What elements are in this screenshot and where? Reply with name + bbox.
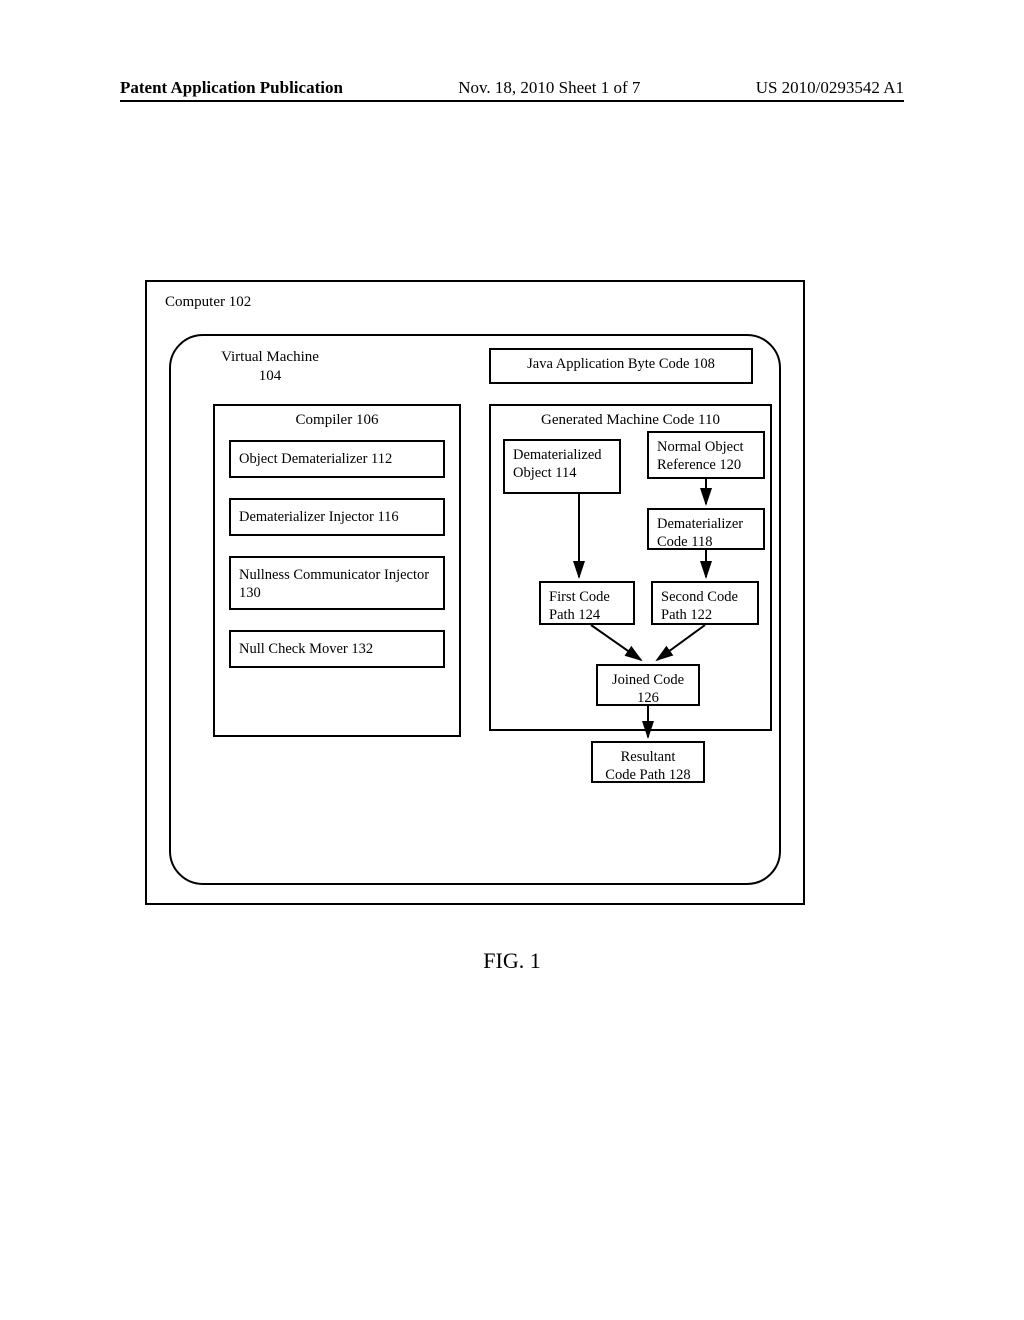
demat-code-l2: Code 118 [657, 534, 712, 550]
second-code-path-box: Second Code Path 122 [651, 581, 759, 625]
figure-label: FIG. 1 [0, 948, 1024, 974]
header-left: Patent Application Publication [120, 78, 343, 98]
second-path-l1: Second Code [661, 589, 738, 605]
demat-code-l1: Dematerializer [657, 516, 743, 532]
page: Patent Application Publication Nov. 18, … [0, 0, 1024, 1320]
norm-ref-l1: Normal Object [657, 439, 744, 455]
demat-obj-l1: Dematerialized [513, 447, 602, 463]
computer-box: Computer 102 Virtual Machine 104 Compile… [145, 280, 805, 905]
vm-label-line1: Virtual Machine [221, 349, 319, 365]
demat-obj-l2: Object 114 [513, 465, 577, 481]
resultant-l1: Resultant [621, 749, 676, 765]
compiler-item-1: Dematerializer Injector 116 [229, 498, 445, 536]
header-right: US 2010/0293542 A1 [756, 78, 904, 98]
dematerializer-code-box: Dematerializer Code 118 [647, 508, 765, 550]
gen-title: Generated Machine Code 110 [491, 406, 770, 429]
first-path-l2: Path 124 [549, 607, 600, 623]
second-path-l2: Path 122 [661, 607, 712, 623]
resultant-l2: Code Path 128 [605, 767, 690, 783]
first-path-l1: First Code [549, 589, 610, 605]
first-code-path-box: First Code Path 124 [539, 581, 635, 625]
computer-label: Computer 102 [165, 294, 251, 311]
page-header: Patent Application Publication Nov. 18, … [120, 78, 904, 98]
vm-label-line2: 104 [259, 368, 282, 384]
joined-code-box: Joined Code 126 [596, 664, 700, 706]
header-rule [120, 100, 904, 102]
compiler-box: Compiler 106 Object Dematerializer 112 D… [213, 404, 461, 737]
joined-l2: 126 [637, 690, 659, 706]
java-bytecode-box: Java Application Byte Code 108 [489, 348, 753, 384]
resultant-code-path-box: Resultant Code Path 128 [591, 741, 705, 783]
compiler-item-0: Object Dematerializer 112 [229, 440, 445, 478]
compiler-item-3: Null Check Mover 132 [229, 630, 445, 668]
dematerialized-object-box: Dematerialized Object 114 [503, 439, 621, 494]
compiler-item-2: Nullness Communicator Injector 130 [229, 556, 445, 610]
joined-l1: Joined Code [612, 672, 684, 688]
virtual-machine-box: Virtual Machine 104 Compiler 106 Object … [169, 334, 781, 885]
norm-ref-l2: Reference 120 [657, 457, 741, 473]
compiler-title: Compiler 106 [215, 406, 459, 429]
normal-object-ref-box: Normal Object Reference 120 [647, 431, 765, 479]
figure-1-diagram: Computer 102 Virtual Machine 104 Compile… [145, 280, 805, 905]
header-center: Nov. 18, 2010 Sheet 1 of 7 [458, 78, 640, 98]
vm-label: Virtual Machine 104 [205, 348, 335, 386]
